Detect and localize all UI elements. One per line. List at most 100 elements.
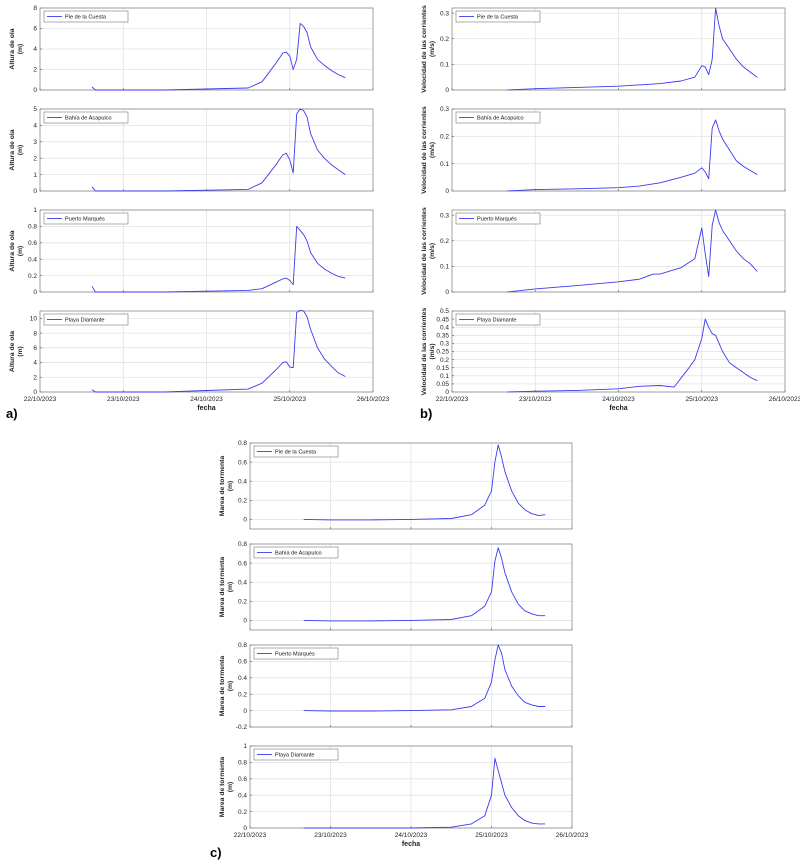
y-axis-unit: (m) (227, 681, 234, 692)
axes-frame (39, 7, 374, 91)
legend: Bahía de Acapulco (455, 111, 541, 124)
series-line (91, 22, 346, 91)
subplot-b-4: 22/10/2023 23/10/2023 24/10/2023 25/10/2023… (421, 307, 800, 412)
y-axis-label: Altura de ola (9, 28, 16, 69)
y-tick-label: 0 (33, 188, 37, 195)
axes-frame (39, 108, 374, 192)
y-axis-label: Marea de tormenta (219, 456, 226, 517)
y-tick-label: 3 (33, 139, 37, 146)
y-tick-label: 0.2 (28, 273, 37, 280)
y-tick-label: 0.1 (440, 161, 449, 168)
series-line (91, 309, 346, 393)
y-tick-label: 6 (33, 26, 37, 33)
y-tick-label: 0 (33, 389, 37, 396)
y-tick-label: 0.8 (238, 440, 247, 447)
y-tick-label: 4 (33, 46, 37, 53)
y-axis-label: Altura de ola (9, 129, 16, 170)
subplot-b-2: 0 0.1 0.2 0.3 Velocidad de las corrientes (m/… (421, 106, 786, 195)
x-tick-label: 25/10/2023 (273, 396, 306, 403)
x-tick-label: 23/10/2023 (107, 396, 140, 403)
x-tick-label: 26/10/2023 (769, 396, 800, 403)
y-tick-label: 0.4 (28, 256, 37, 263)
legend: Puerto Marqués (43, 212, 129, 225)
y-tick-label: 0.8 (238, 541, 247, 548)
legend-box (43, 111, 129, 124)
subplot-a-1: 0 2 4 6 8 Altura de ola (m) Pie de la Cuesta (9, 5, 374, 94)
y-tick-label: 0 (445, 289, 449, 296)
axes-frame (39, 209, 374, 293)
y-tick-label: 8 (33, 330, 37, 337)
y-tick-label: 0.6 (238, 776, 247, 783)
legend: Puerto Marqués (455, 212, 541, 225)
series-line (507, 7, 758, 91)
y-tick-label: 0.2 (238, 809, 247, 816)
x-tick-label: 22/10/2023 (234, 832, 267, 839)
y-tick-label: 0.3 (440, 10, 449, 17)
legend-label: Puerto Marqués (275, 652, 315, 658)
y-tick-label: 0.4 (238, 579, 247, 586)
y-tick-label: 0.8 (28, 224, 37, 231)
y-tick-label: 1 (33, 172, 37, 179)
y-axis-label: Altura de ola (9, 230, 16, 271)
panel-label-b: b) (420, 406, 432, 421)
y-axis-unit: (m) (227, 582, 234, 593)
series-line (303, 444, 546, 521)
series-line (303, 547, 546, 622)
legend-box (43, 10, 129, 23)
y-tick-label: 0 (243, 825, 247, 832)
x-tick-label: 25/10/2023 (475, 832, 508, 839)
y-tick-label: 0.4 (238, 675, 247, 682)
y-tick-label: 0.6 (28, 240, 37, 247)
y-axis-unit: (m) (227, 481, 234, 492)
y-axis-unit: (m/s) (429, 41, 436, 57)
legend-label: Bahía de Acapulco (275, 551, 322, 557)
y-tick-label: 0 (243, 618, 247, 625)
legend: Playa Diamante (43, 313, 129, 326)
series-line (91, 225, 346, 293)
legend: Pie de la Cuesta (253, 445, 339, 458)
y-tick-label: 0.8 (238, 642, 247, 649)
legend-box (253, 748, 339, 761)
y-axis-label: Altura de ola (9, 331, 16, 372)
y-axis-label: Marea de tormenta (219, 656, 226, 717)
y-axis-label: Velocidad de las corrientes (421, 307, 428, 395)
y-tick-label: 0.45 (436, 316, 449, 323)
y-tick-label: 0.5 (440, 308, 449, 315)
x-axis-label: fecha (609, 405, 627, 412)
subplot-a-4: 22/10/2023 23/10/2023 24/10/2023 25/10/2023… (9, 309, 390, 412)
x-tick-label: 23/10/2023 (314, 832, 347, 839)
x-axis-label: fecha (402, 841, 420, 848)
axes-frame (451, 209, 786, 293)
subplot-b-3: 0 0.1 0.2 0.3 Velocidad de las corrientes (m/… (421, 207, 786, 296)
axes-frame (451, 108, 786, 192)
y-axis-unit: (m) (17, 145, 24, 156)
y-tick-label: 0 (445, 389, 449, 396)
axes-frame (249, 442, 573, 530)
legend-label: Puerto Marqués (477, 217, 517, 223)
subplot-c-3: -0.2 0 0.2 0.4 0.6 0.8 Marea de tormenta (m) Pue… (219, 642, 573, 731)
legend-label: Pie de la Cuesta (477, 15, 519, 21)
y-axis-unit: (m/s) (429, 343, 436, 359)
legend: Bahía de Acapulco (43, 111, 129, 124)
y-tick-label: 0.4 (238, 478, 247, 485)
subplot-c-1: 0 0.2 0.4 0.6 0.8 Marea de tormenta (m) Pie de … (219, 440, 573, 530)
y-tick-label: 0.8 (238, 760, 247, 767)
series-line (303, 644, 546, 712)
y-tick-label: 6 (33, 345, 37, 352)
y-axis-label: Velocidad de las corrientes (421, 207, 428, 295)
x-tick-label: 22/10/2023 (24, 396, 57, 403)
y-tick-label: 0.15 (436, 365, 449, 372)
y-tick-label: 0.25 (436, 349, 449, 356)
y-tick-label: 2 (33, 374, 37, 381)
y-tick-label: 0 (445, 87, 449, 94)
legend: Pie de la Cuesta (455, 10, 541, 23)
legend-box (455, 313, 541, 326)
y-tick-label: 4 (33, 360, 37, 367)
panel-label-a: a) (6, 406, 18, 421)
legend-box (253, 647, 339, 660)
y-tick-label: 0.2 (440, 238, 449, 245)
y-tick-label: 0.3 (440, 106, 449, 113)
y-tick-label: 0.1 (440, 62, 449, 69)
y-tick-label: 0.2 (238, 599, 247, 606)
legend-label: Pie de la Cuesta (65, 15, 107, 21)
